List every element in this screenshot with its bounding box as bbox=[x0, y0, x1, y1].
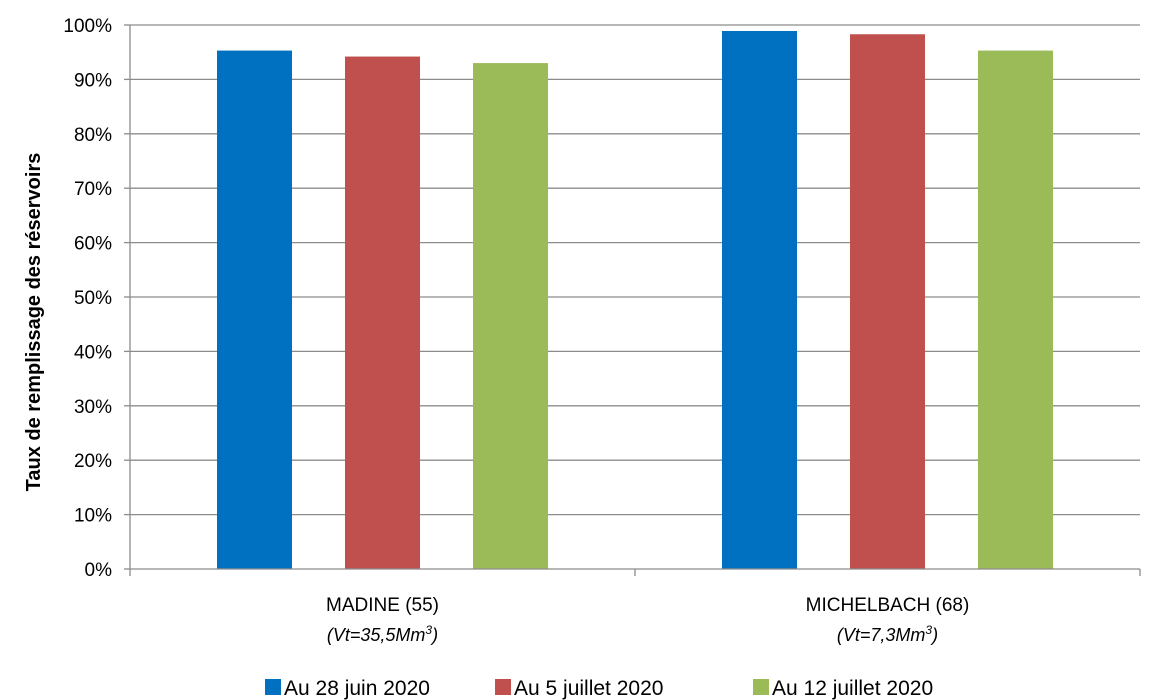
category-sublabel: (Vt=7,3Mm3) bbox=[837, 623, 938, 645]
category-label: MICHELBACH (68) bbox=[806, 595, 970, 616]
bars bbox=[217, 30, 1053, 570]
category-label: MADINE (55) bbox=[326, 595, 439, 616]
bar bbox=[217, 50, 292, 570]
y-tick-label: 10% bbox=[74, 506, 112, 527]
y-tick-label: 80% bbox=[74, 125, 112, 146]
y-tick-label: 70% bbox=[74, 179, 112, 200]
legend-label: Au 12 juillet 2020 bbox=[772, 677, 933, 700]
category-sublabel: (Vt=35,5Mm3) bbox=[327, 623, 438, 645]
y-tick-labels: 0% 10% 20% 30% 40% 50% 60% 70% 80% 90% 100% bbox=[63, 16, 112, 581]
y-tick-label: 30% bbox=[74, 397, 112, 418]
bar bbox=[722, 30, 797, 569]
legend-swatch bbox=[495, 679, 511, 695]
y-tick-label: 90% bbox=[74, 70, 112, 91]
y-tick-label: 60% bbox=[74, 234, 112, 255]
bar bbox=[345, 56, 420, 569]
legend-label: Au 5 juillet 2020 bbox=[514, 677, 663, 700]
legend-label: Au 28 juin 2020 bbox=[284, 677, 430, 700]
y-tick-label: 40% bbox=[74, 342, 112, 363]
bar bbox=[473, 63, 548, 570]
bar bbox=[978, 50, 1053, 570]
y-axis-title: Taux de remplissage des réservoirs bbox=[23, 153, 45, 492]
bar bbox=[850, 34, 925, 570]
gridlines bbox=[124, 24, 1140, 570]
y-tick-label: 20% bbox=[74, 451, 112, 472]
legend-swatch bbox=[753, 679, 769, 695]
y-tick-label: 0% bbox=[85, 560, 113, 581]
y-tick-label: 100% bbox=[63, 16, 112, 37]
legend-swatch bbox=[265, 679, 281, 695]
category-labels: MADINE (55) (Vt=35,5Mm3) MICHELBACH (68) (V… bbox=[326, 595, 969, 645]
legend: Au 28 juin 2020 Au 5 juillet 2020 Au 12 ju… bbox=[265, 677, 933, 700]
axes bbox=[129, 25, 1141, 576]
y-tick-label: 50% bbox=[74, 288, 112, 309]
